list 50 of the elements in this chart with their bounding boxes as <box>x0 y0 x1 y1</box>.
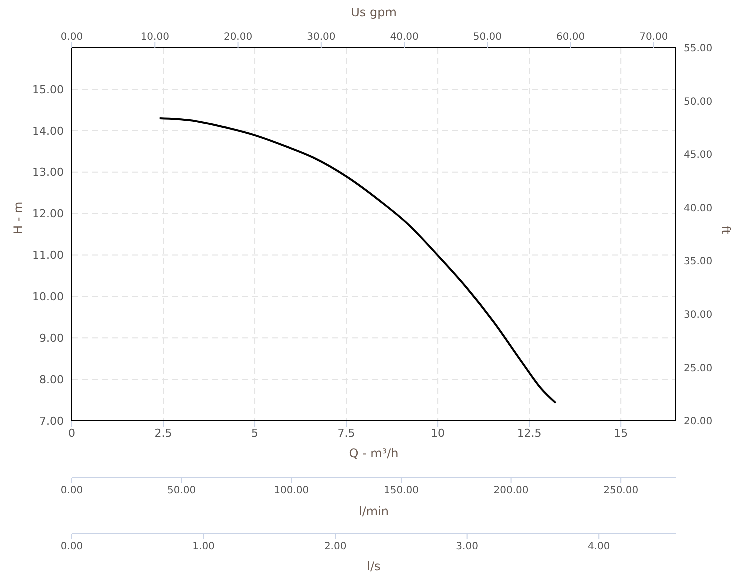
x-axis-title: Q - m³/h <box>349 446 399 461</box>
x-tick-label: 15 <box>614 426 628 440</box>
text: 100.00 <box>274 486 310 497</box>
x2-tick-label: 70.00 <box>640 32 668 43</box>
text: 250.00 <box>604 486 639 497</box>
x-tick-label: 12.5 <box>517 426 542 440</box>
y2-tick-label: 55.00 <box>684 44 713 55</box>
y2-tick-label: 40.00 <box>684 203 713 214</box>
x2-tick-label: 20.00 <box>224 32 253 43</box>
x2-tick-label: 40.00 <box>390 32 419 43</box>
y-tick-label: 8.00 <box>40 373 64 386</box>
x-tick-label: 7.5 <box>338 426 356 440</box>
text: 50.00 <box>167 486 196 497</box>
y2-tick-label: 25.00 <box>684 363 713 374</box>
y-tick-label: 12.00 <box>32 208 64 221</box>
y-tick-label: 9.00 <box>40 332 64 346</box>
x-tick-label: 0 <box>68 426 76 440</box>
y2-tick-label: 50.00 <box>684 96 713 108</box>
x-tick-label: 10 <box>431 426 446 440</box>
text: 200.00 <box>494 486 529 497</box>
text: 4.00 <box>588 542 610 553</box>
text: l/min <box>358 504 390 518</box>
text: 3.00 <box>456 542 478 553</box>
y2-tick-label: 45.00 <box>684 150 713 162</box>
text: 0.00 <box>60 542 84 553</box>
x2-axis-title: Us gpm <box>351 6 397 20</box>
x2-tick-label: 50.00 <box>473 32 502 43</box>
x2-tick-label: 60.00 <box>556 32 586 43</box>
y-tick-label: 14.00 <box>32 124 64 138</box>
y-tick-label: 7.00 <box>40 414 64 428</box>
y-tick-label: 15.00 <box>32 83 64 96</box>
x-tick-label: 5 <box>252 426 259 440</box>
y2-tick-label: 30.00 <box>684 310 713 321</box>
text: 150.00 <box>384 486 419 497</box>
y-axis-title: H - m <box>11 202 26 234</box>
y2-tick-label: 35.00 <box>684 256 713 268</box>
x2-tick-label: 30.00 <box>307 32 336 43</box>
x-tick-label: 2.5 <box>154 426 172 440</box>
text: l/s <box>367 559 381 574</box>
y-tick-label: 11.00 <box>32 249 64 262</box>
text: 2.00 <box>324 542 347 553</box>
y2-axis-title: ft <box>718 226 733 235</box>
text: 1.00 <box>192 542 215 553</box>
x2-tick-label: 0.00 <box>60 32 84 43</box>
y-tick-label: 10.00 <box>32 290 64 304</box>
y2-tick-label: 20.00 <box>684 416 713 428</box>
text: 0.00 <box>60 486 84 497</box>
y-tick-label: 13.00 <box>32 166 64 180</box>
line-series <box>158 117 557 404</box>
x2-tick-label: 10.00 <box>140 32 170 43</box>
